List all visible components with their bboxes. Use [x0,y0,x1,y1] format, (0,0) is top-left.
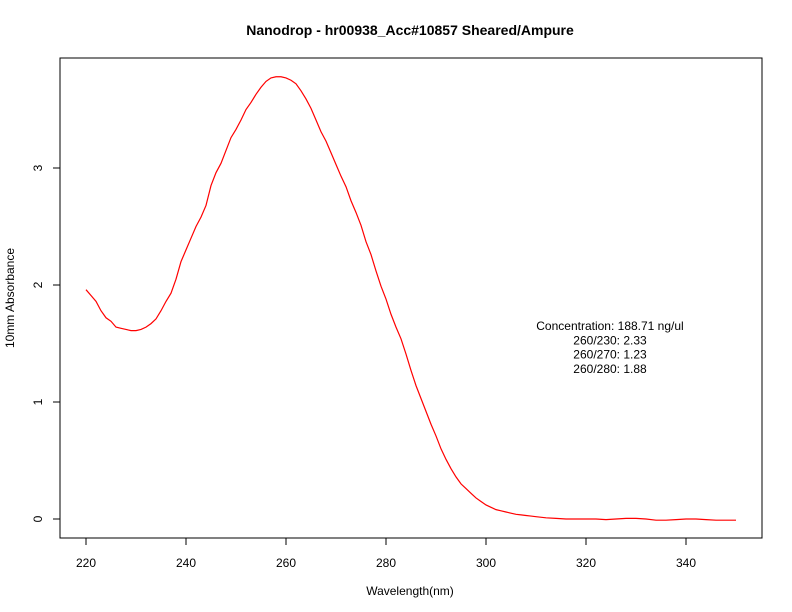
x-tick-label: 280 [376,556,396,570]
y-tick-label: 1 [31,398,45,405]
x-tick-label: 260 [276,556,296,570]
x-tick-label: 240 [176,556,196,570]
y-axis: 0 1 2 3 [31,164,60,522]
y-tick-label: 3 [31,164,45,171]
x-tick-label: 300 [476,556,496,570]
absorbance-line [85,76,736,521]
plot-frame [59,57,763,539]
x-axis-label: Wavelength(nm) [366,584,454,598]
annotation-line: 260/270: 1.23 [573,348,647,362]
y-tick-label: 2 [31,281,45,288]
x-tick-label: 220 [76,556,96,570]
annotation-line: 260/230: 2.33 [573,333,647,347]
x-tick-label: 340 [676,556,696,570]
y-tick-label: 0 [31,515,45,522]
chart-title: Nanodrop - hr00938_Acc#10857 Sheared/Amp… [246,22,574,38]
x-axis: 220 240 260 280 300 320 340 [76,538,696,570]
annotation-line: Concentration: 188.71 ng/ul [536,319,683,333]
y-axis-label: 10mm Absorbance [3,248,17,348]
x-tick-label: 320 [576,556,596,570]
annotation-line: 260/280: 1.88 [573,362,647,376]
